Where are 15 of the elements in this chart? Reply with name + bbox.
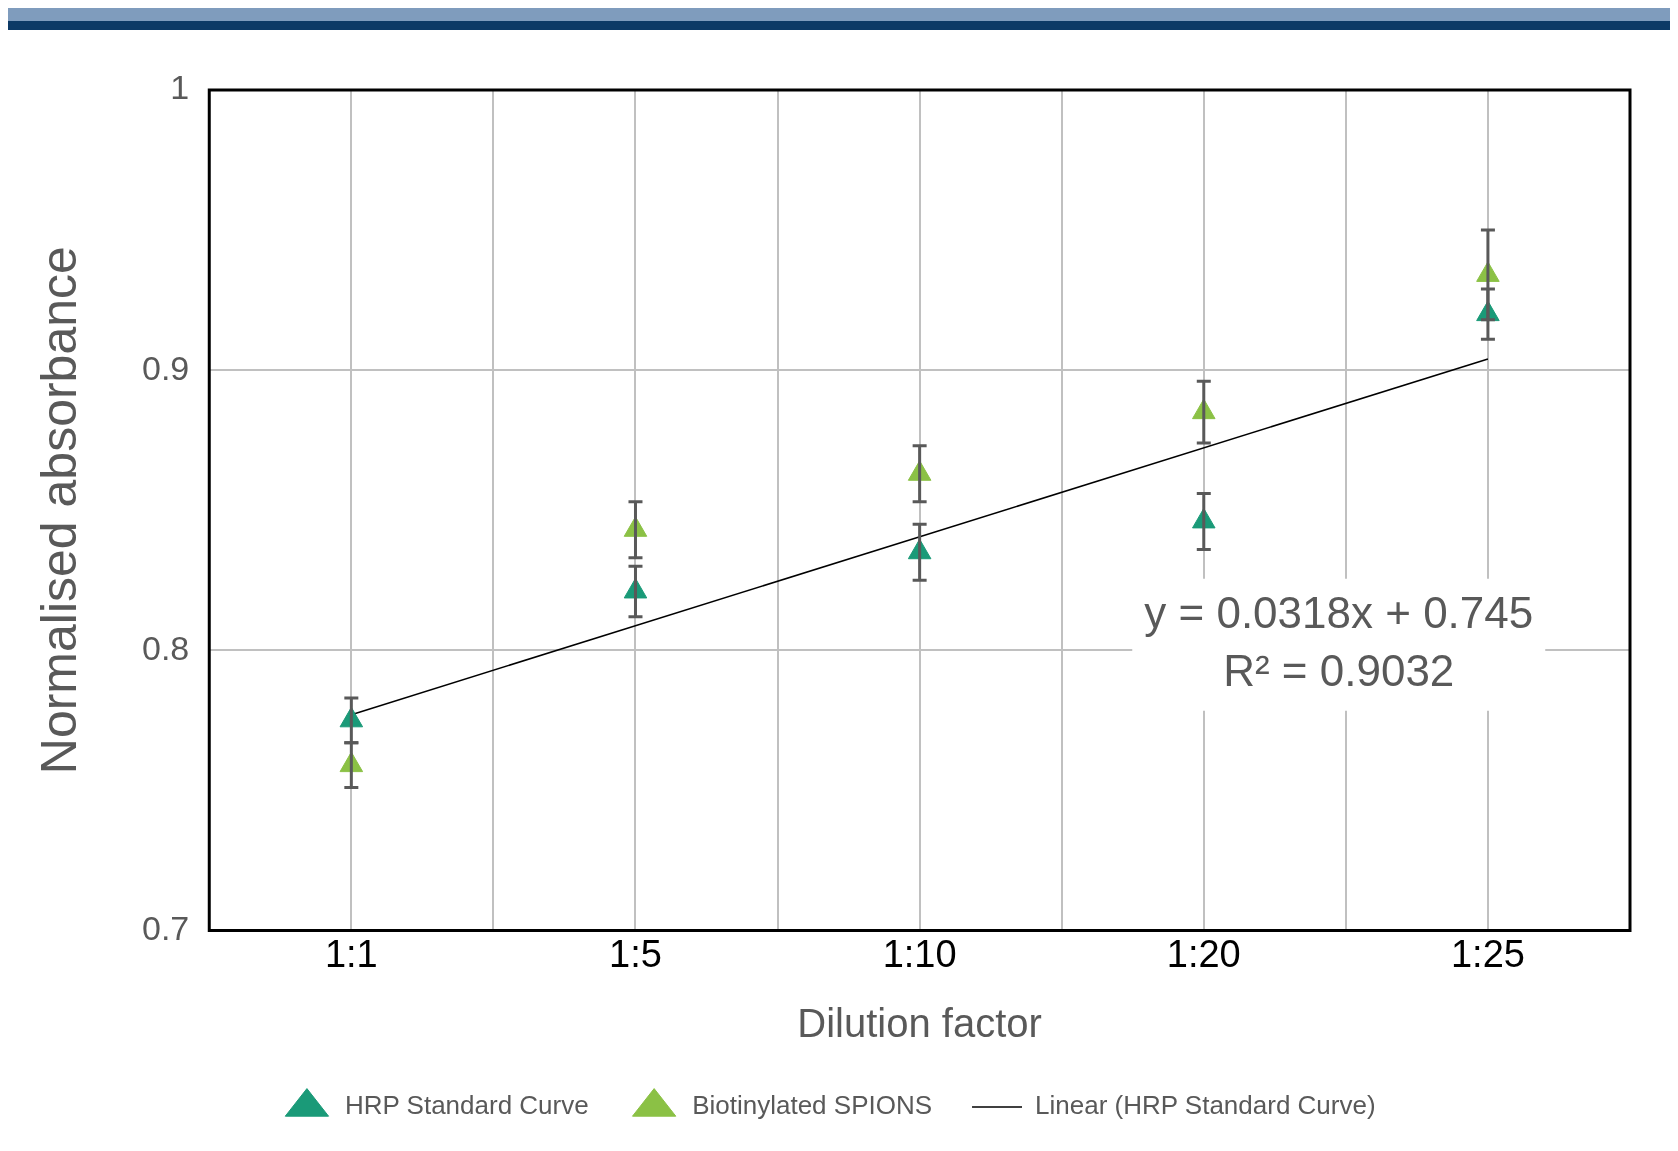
x-tick-label: 1:20 [1166,932,1241,975]
legend-label: HRP Standard Curve [344,1090,589,1121]
legend-label: Linear (HRP Standard Curve) [1035,1090,1376,1121]
x-tick-label: 1:5 [609,932,662,975]
x-axis-title: Dilution factor [797,1001,1042,1046]
x-tick-label: 1:10 [882,932,957,975]
annotation: y = 0.0318x + 0.745 R² = 0.9032 [1144,587,1534,695]
y-axis-title: Normalised absorbance [30,246,87,775]
y-tick-label: 0.8 [142,628,190,667]
legend-label: Biotinylated SPIONS [692,1090,933,1121]
y-tick-label: 0.9 [142,348,190,387]
y-tick-label: 1 [170,68,190,107]
y-tick-label: 0.7 [142,908,190,947]
x-tick-label: 1:1 [324,932,378,975]
x-tick-label: 1:25 [1450,932,1525,975]
